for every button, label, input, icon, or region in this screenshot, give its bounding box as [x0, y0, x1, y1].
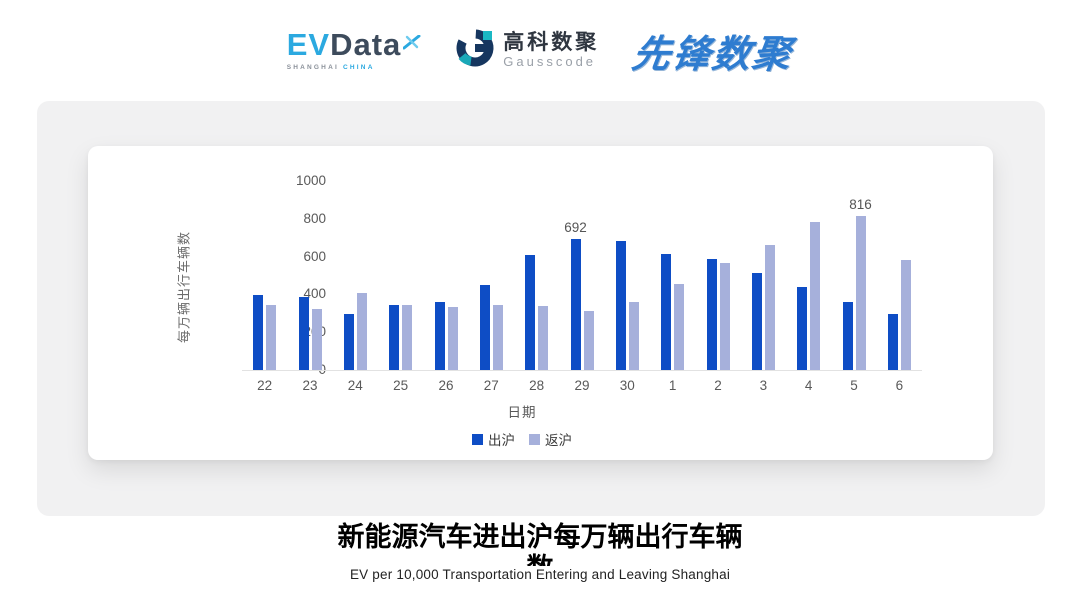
bar-出沪-28 — [525, 254, 536, 370]
bar-返沪-24 — [356, 293, 367, 370]
legend-swatch-icon — [529, 433, 540, 445]
legend-label: 出沪 — [488, 433, 515, 448]
gausscode-en-label: Gausscode — [503, 53, 597, 69]
bar-出沪-23 — [298, 297, 309, 370]
x-axis-title: 日期 — [507, 405, 537, 420]
bar-返沪-6 — [900, 259, 911, 370]
bar-出沪-2 — [706, 258, 717, 370]
x-tick-label: 2 — [714, 378, 722, 393]
legend-item-出沪: 出沪 — [472, 429, 515, 449]
bar-value-label: 816 — [849, 196, 872, 212]
x-tick-label: 25 — [393, 378, 409, 393]
evdata-logo-data: Data — [330, 27, 402, 62]
y-tick-label: 0 — [266, 362, 326, 378]
evdata-star-icon — [402, 25, 421, 57]
bar-返沪-28 — [538, 305, 549, 370]
evdata-logo: EV Data SHANGHAI CHINA — [287, 29, 422, 71]
bar-出沪-25 — [389, 304, 400, 370]
legend-item-返沪: 返沪 — [529, 429, 572, 449]
x-tick-label: 3 — [759, 378, 768, 393]
x-tick-label: 6 — [895, 378, 904, 393]
gausscode-logo: 高科数聚 Gausscode — [455, 28, 599, 73]
bar-返沪-2 — [719, 263, 730, 370]
gausscode-cn-label: 高科数聚 — [503, 30, 600, 54]
x-tick-label: 22 — [257, 378, 273, 393]
bar-返沪-25 — [402, 305, 413, 370]
bar-返沪-30 — [628, 301, 639, 370]
page-subtitle: EV per 10,000 Transportation Entering an… — [349, 567, 731, 582]
bar-返沪-27 — [492, 304, 503, 370]
bar-value-label: 692 — [564, 220, 587, 236]
bar-返沪-23 — [311, 308, 322, 370]
bar-返沪-4 — [810, 221, 821, 370]
bar-返沪-22 — [266, 304, 277, 370]
x-tick-label: 26 — [438, 378, 454, 393]
y-tick-label: 800 — [303, 210, 326, 226]
evdata-logo-ev: EV — [286, 27, 331, 62]
x-tick-label: 30 — [619, 378, 635, 393]
bar-出沪-24 — [343, 314, 354, 370]
gausscode-g-icon — [455, 28, 495, 73]
bar-出沪-22 — [253, 295, 264, 370]
legend-swatch-icon — [472, 433, 483, 445]
x-tick-label: 29 — [574, 378, 590, 393]
y-tick-label: 400 — [303, 286, 326, 302]
bar-出沪-6 — [887, 313, 898, 370]
x-tick-label: 27 — [483, 378, 499, 393]
x-axis-ticks: 22 23 24 25 26 27 28 29 30 1 2 3 4 5 6 — [242, 378, 922, 396]
xianfeng-logo: 先锋数聚 — [629, 33, 796, 76]
y-tick-label: 1000 — [295, 173, 326, 188]
x-tick-label: 5 — [850, 378, 858, 393]
x-tick-label: 23 — [302, 378, 318, 393]
x-axis-line — [242, 370, 922, 371]
y-tick-label: 600 — [303, 248, 326, 264]
bar-出沪-5 — [842, 301, 853, 370]
evdata-tagline: SHANGHAI CHINA — [286, 64, 375, 71]
bar-返沪-3 — [764, 244, 775, 370]
bar-返沪-1 — [674, 283, 685, 370]
x-tick-label: 4 — [804, 378, 813, 393]
bar-返沪-29 — [583, 311, 594, 370]
page-title-wrap: 数 — [0, 553, 1080, 566]
bar-返沪-5 — [855, 215, 866, 370]
x-tick-label: 24 — [347, 378, 363, 393]
page-title: 新能源汽车进出沪每万辆出行车辆 — [337, 522, 743, 552]
x-tick-label: 28 — [529, 378, 545, 393]
bar-出沪-26 — [434, 301, 445, 370]
bar-出沪-29 — [570, 239, 581, 370]
legend-label: 返沪 — [545, 433, 572, 448]
bar-出沪-4 — [797, 286, 808, 370]
legend: 出沪 返沪 — [472, 429, 572, 449]
bar-出沪-30 — [615, 240, 626, 370]
footer: 新能源汽车进出沪每万辆出行车辆 数 EV per 10,000 Transpor… — [0, 522, 1080, 582]
bar-出沪-27 — [479, 285, 490, 370]
bar-出沪-3 — [751, 272, 762, 370]
x-tick-label: 1 — [668, 378, 677, 393]
logo-bar: EV Data SHANGHAI CHINA 高科数聚 Gausscode — [0, 18, 1080, 82]
bar-返沪-26 — [447, 307, 458, 370]
plot-area: 692 816 — [242, 146, 922, 370]
bar-出沪-1 — [661, 253, 672, 370]
